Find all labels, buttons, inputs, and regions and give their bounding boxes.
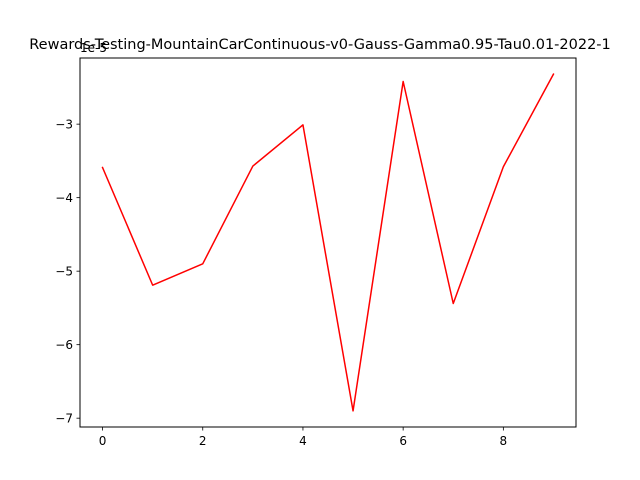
chart-title: Rewards-Testing-MountainCarContinuous-v0… [29, 37, 611, 53]
x-tick-label: 4 [299, 434, 307, 448]
y-tick-label: −4 [55, 191, 73, 205]
y-axis-offset-label: 1e-5 [80, 41, 107, 55]
y-tick-label: −3 [55, 117, 73, 131]
series-line-0 [101, 73, 555, 412]
plot-area [101, 73, 555, 412]
x-tick-label: 8 [500, 434, 508, 448]
x-tick-label: 6 [399, 434, 407, 448]
y-axis: −7 −6 −5 −4 −3 [55, 117, 80, 425]
x-tick-label: 2 [199, 434, 207, 448]
x-axis: 0 2 4 6 8 [99, 427, 507, 448]
plot-frame [79, 57, 577, 428]
y-tick-label: −7 [55, 411, 73, 425]
x-tick-label: 0 [99, 434, 107, 448]
y-tick-label: −5 [55, 264, 73, 278]
y-tick-label: −6 [55, 338, 73, 352]
